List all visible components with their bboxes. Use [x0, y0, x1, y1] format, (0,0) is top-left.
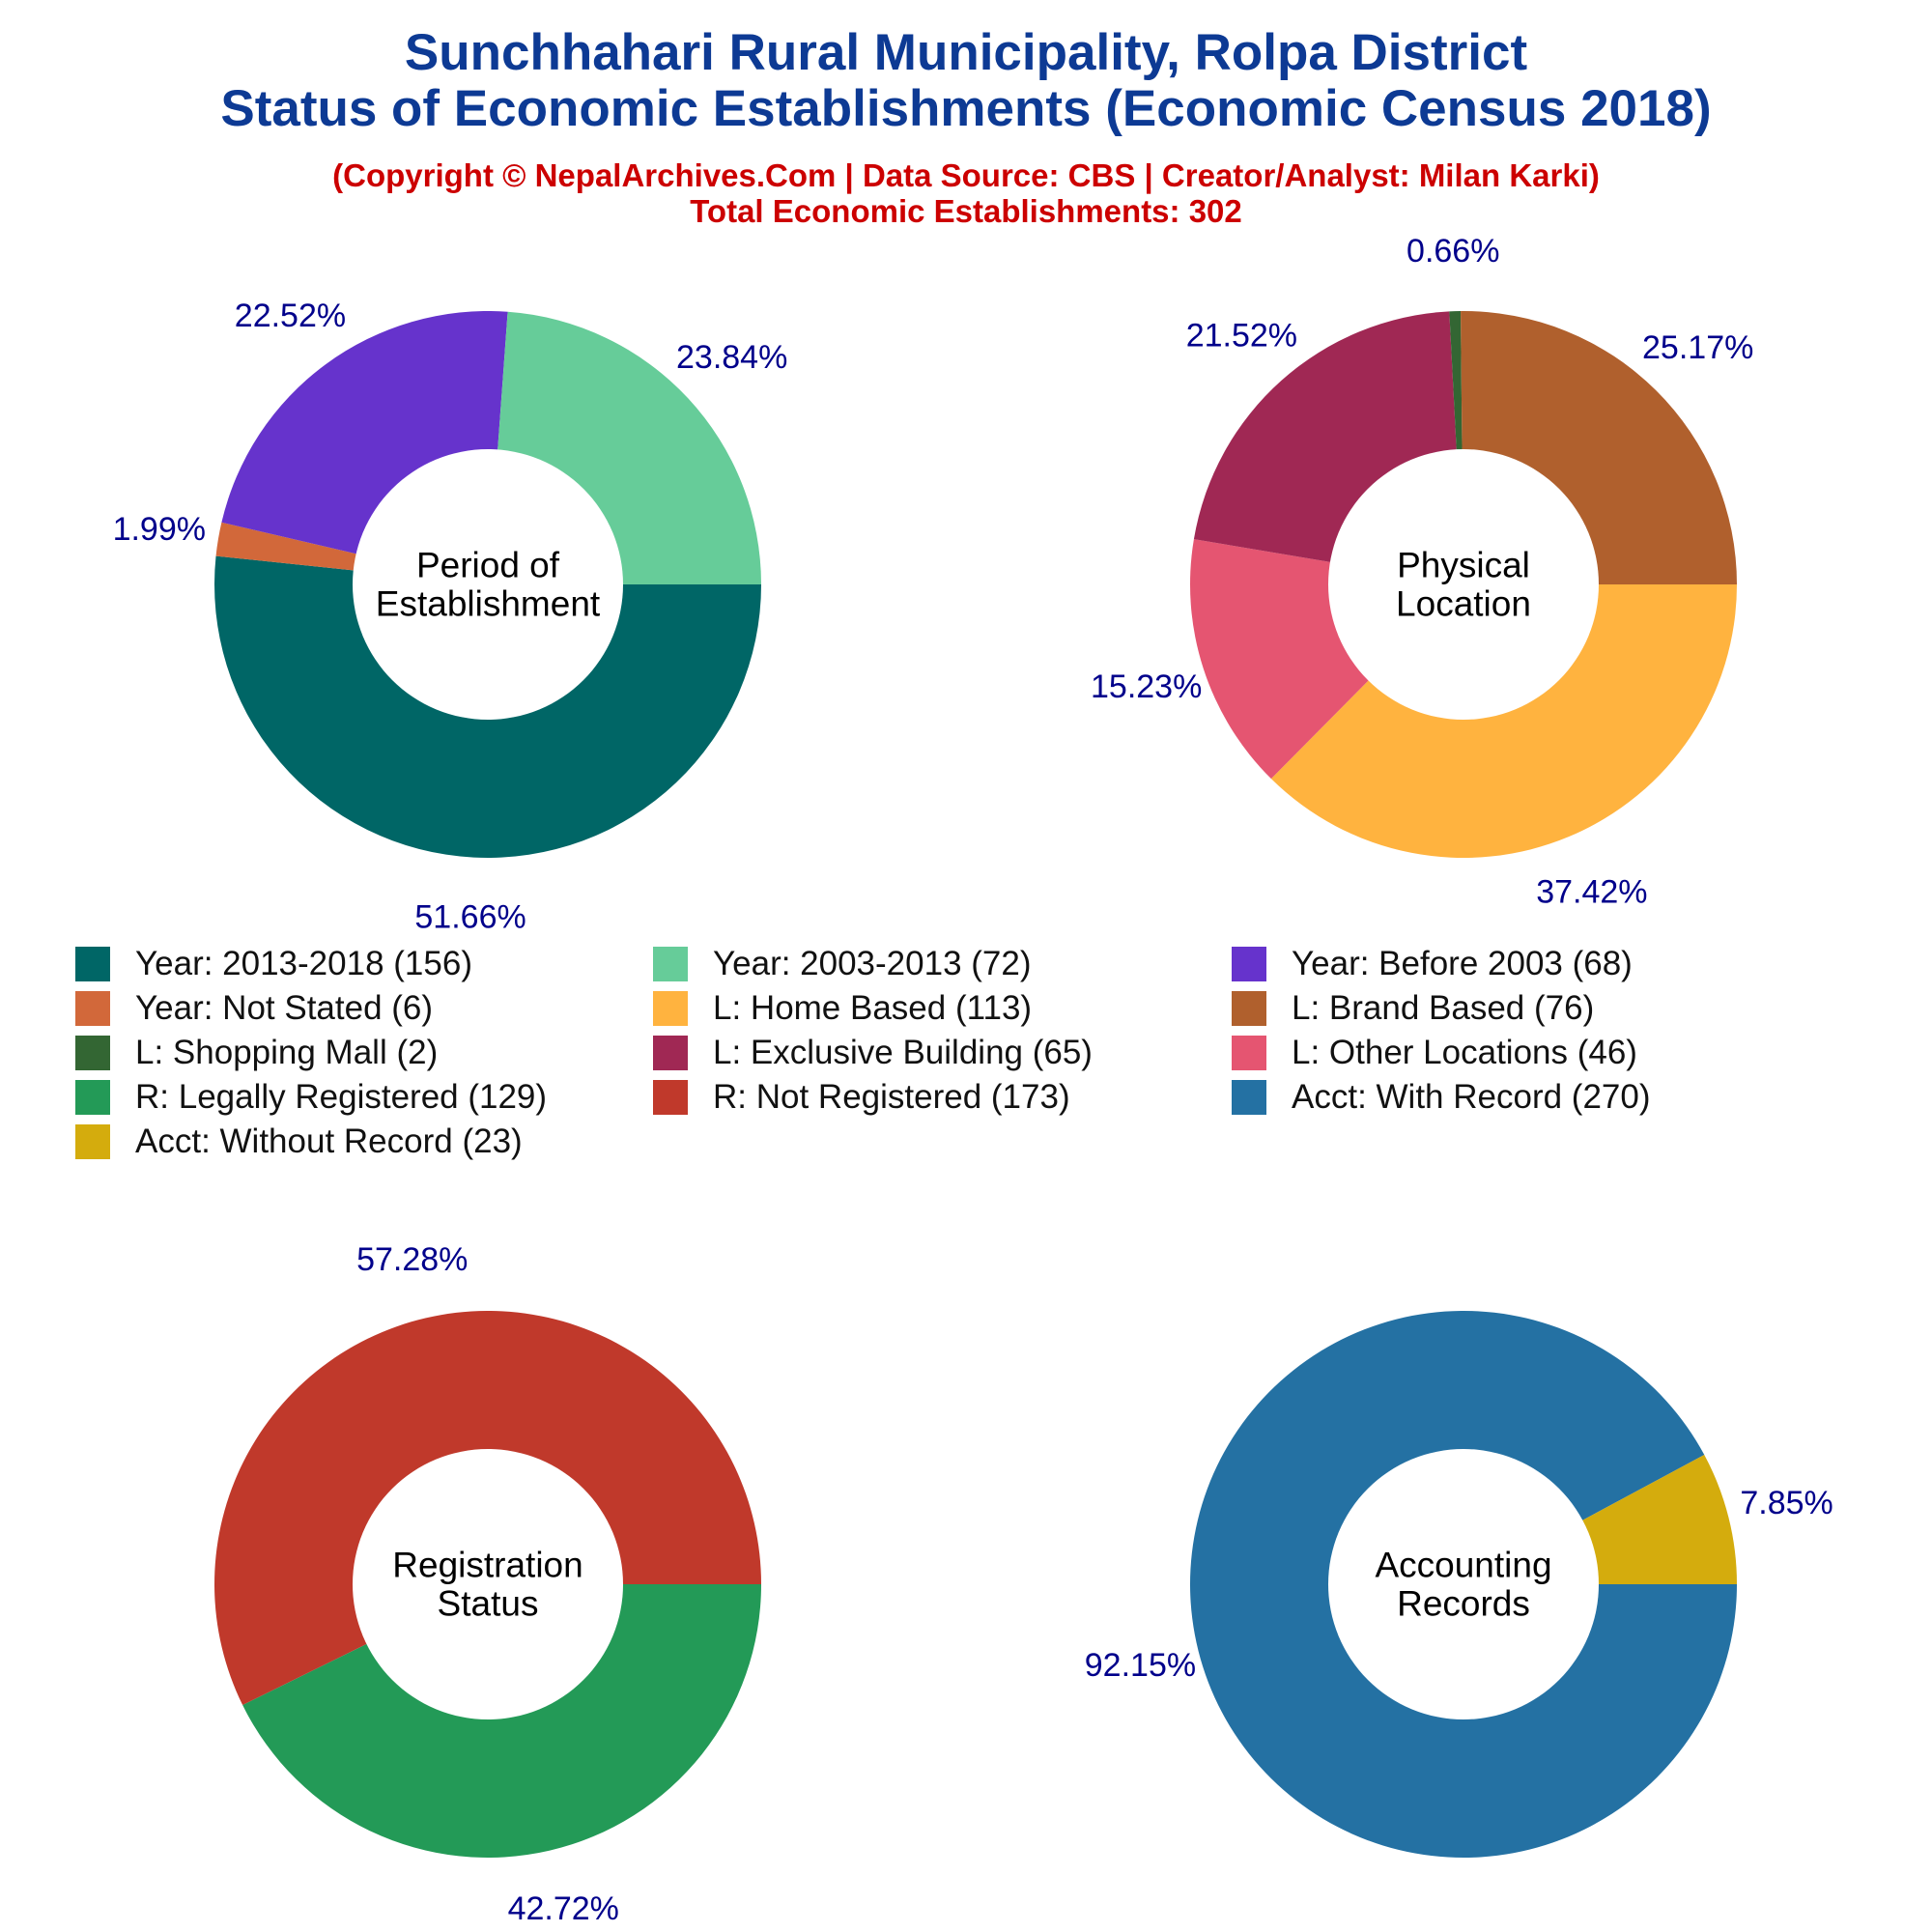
percent-label-accounting-0: 92.15%: [1085, 1647, 1196, 1684]
percent-label-period-3: 23.84%: [676, 339, 787, 376]
legend-item: L: Exclusive Building (65): [653, 1032, 1093, 1074]
legend-item: L: Home Based (113): [653, 987, 1032, 1030]
donut-hole-location: [1328, 449, 1599, 720]
percent-label-location-3: 0.66%: [1406, 233, 1499, 270]
donut-chart-accounting: [1189, 1311, 1737, 1859]
percent-label-period-0: 51.66%: [414, 899, 526, 936]
donut-hole-registration: [353, 1449, 623, 1719]
legend-swatch: [653, 1080, 688, 1115]
legend-item: Year: Not Stated (6): [75, 987, 433, 1030]
donut-chart-location: [1190, 311, 1737, 858]
legend-swatch: [1232, 1036, 1266, 1070]
legend-swatch: [1232, 991, 1266, 1026]
percent-label-location-0: 37.42%: [1536, 873, 1647, 910]
legend-swatch: [1232, 947, 1266, 981]
legend-item: L: Brand Based (76): [1232, 987, 1594, 1030]
center-label-registration-0: Registration: [392, 1546, 582, 1585]
chart-subtitle-total: Total Economic Establishments: 302: [690, 193, 1242, 229]
legend-label: L: Brand Based (76): [1292, 989, 1595, 1027]
legend-swatch: [75, 1124, 110, 1159]
donut-chart-registration: [213, 1310, 761, 1858]
percent-label-accounting-1: 7.85%: [1740, 1485, 1833, 1521]
legend-label: Year: Before 2003 (68): [1292, 945, 1633, 982]
legend-item: R: Legally Registered (129): [75, 1076, 547, 1119]
legend-swatch: [653, 947, 688, 981]
legend-label: Year: 2013-2018 (156): [135, 945, 472, 982]
chart-subtitle-copyright: (Copyright © NepalArchives.Com | Data So…: [332, 157, 1600, 193]
legend-label: Acct: With Record (270): [1292, 1078, 1651, 1116]
legend-label: L: Other Locations (46): [1292, 1034, 1637, 1071]
legend-item: Year: 2003-2013 (72): [653, 943, 1032, 985]
legend-label: Year: Not Stated (6): [135, 989, 434, 1027]
legend-item: L: Shopping Mall (2): [75, 1032, 438, 1074]
legend-item: Acct: Without Record (23): [75, 1121, 523, 1163]
legend-item: Year: Before 2003 (68): [1232, 943, 1633, 985]
percent-label-location-2: 21.52%: [1186, 317, 1297, 354]
donut-hole-period: [353, 449, 623, 720]
percent-label-location-1: 15.23%: [1091, 668, 1202, 705]
legend-label: L: Shopping Mall (2): [135, 1034, 439, 1071]
legend-swatch: [653, 1036, 688, 1070]
legend-label: L: Home Based (113): [713, 989, 1033, 1027]
percent-label-registration-1: 57.28%: [356, 1241, 468, 1278]
percent-label-location-4: 25.17%: [1642, 329, 1753, 366]
percent-label-registration-0: 42.72%: [508, 1890, 619, 1927]
legend-item: L: Other Locations (46): [1232, 1032, 1637, 1074]
donut-chart-period: [214, 311, 762, 858]
center-label-period-1: Establishment: [376, 584, 601, 624]
legend-swatch: [75, 947, 110, 981]
legend-label: R: Legally Registered (129): [135, 1078, 548, 1116]
legend-swatch: [75, 1080, 110, 1115]
center-label-location-0: Physical: [1397, 546, 1530, 585]
center-label-registration-1: Status: [438, 1584, 539, 1624]
chart-title-line-1: Sunchhahari Rural Municipality, Rolpa Di…: [404, 24, 1528, 81]
slice-location-0: [1270, 584, 1737, 858]
legend-item: Year: 2013-2018 (156): [75, 943, 472, 985]
percent-label-period-2: 22.52%: [235, 298, 346, 334]
center-label-accounting-1: Records: [1397, 1584, 1530, 1624]
legend-swatch: [1232, 1080, 1266, 1115]
chart-title-line-2: Status of Economic Establishments (Econo…: [220, 80, 1712, 137]
legend-label: Year: 2003-2013 (72): [713, 945, 1032, 982]
donut-hole-accounting: [1328, 1449, 1599, 1719]
legend-label: Acct: Without Record (23): [135, 1122, 523, 1160]
legend-swatch: [75, 1036, 110, 1070]
legend-item: R: Not Registered (173): [653, 1076, 1070, 1119]
percent-label-period-1: 1.99%: [113, 511, 206, 548]
center-label-accounting-0: Accounting: [1375, 1546, 1551, 1585]
legend-swatch: [75, 991, 110, 1026]
legend-item: Acct: With Record (270): [1232, 1076, 1651, 1119]
legend-swatch: [653, 991, 688, 1026]
center-label-location-1: Location: [1396, 584, 1531, 624]
center-label-period-0: Period of: [416, 546, 560, 585]
legend-label: R: Not Registered (173): [713, 1078, 1070, 1116]
legend-label: L: Exclusive Building (65): [713, 1034, 1093, 1071]
